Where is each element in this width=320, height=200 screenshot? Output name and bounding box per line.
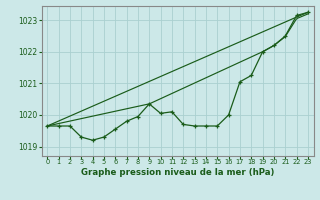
X-axis label: Graphe pression niveau de la mer (hPa): Graphe pression niveau de la mer (hPa): [81, 168, 274, 177]
